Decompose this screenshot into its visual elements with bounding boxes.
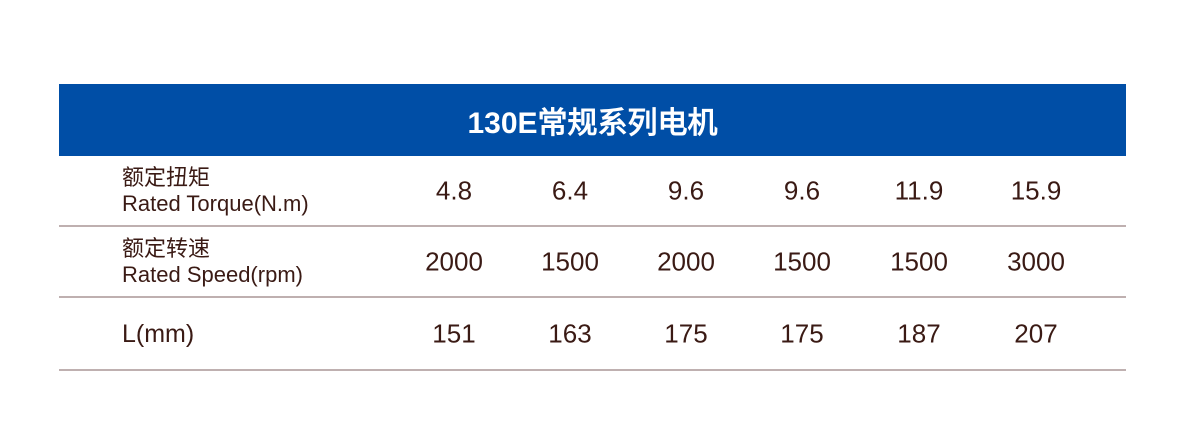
row-label-en: Rated Torque(N.m)	[122, 190, 309, 216]
cell: 175	[780, 318, 824, 348]
row-label-en: L(mm)	[122, 319, 195, 348]
cell: 9.6	[667, 175, 705, 205]
cell: 15.9	[1010, 175, 1062, 205]
cell: 207	[1014, 318, 1058, 348]
row-label: 额定扭矩 Rated Torque(N.m)	[122, 165, 309, 217]
cell: 151	[432, 318, 476, 348]
cell: 187	[897, 318, 941, 348]
cell: 1500	[773, 246, 831, 276]
row-label-cn: 额定扭矩	[122, 164, 211, 190]
cell: 6.4	[551, 175, 589, 205]
cell: 4.8	[435, 175, 473, 205]
cell: 3000	[1007, 246, 1065, 276]
table-row-length: L(mm) 151 163 175 175 187 207	[59, 298, 1126, 371]
cell: 2000	[657, 246, 715, 276]
row-label-cn: 额定转速	[122, 235, 211, 261]
table-title: 130E常规系列电机	[59, 84, 1126, 156]
cell: 1500	[541, 246, 599, 276]
row-label-en: Rated Speed(rpm)	[122, 261, 303, 287]
cell: 163	[548, 318, 592, 348]
cell: 2000	[425, 246, 483, 276]
table-row-rated-torque: 额定扭矩 Rated Torque(N.m) 4.8 6.4 9.6 9.6 1…	[59, 156, 1126, 227]
row-label: 额定转速 Rated Speed(rpm)	[122, 236, 303, 288]
cell: 175	[664, 318, 708, 348]
cell: 11.9	[894, 175, 944, 205]
cell: 1500	[890, 246, 948, 276]
table-row-rated-speed: 额定转速 Rated Speed(rpm) 2000 1500 2000 150…	[59, 227, 1126, 298]
cell: 9.6	[783, 175, 821, 205]
